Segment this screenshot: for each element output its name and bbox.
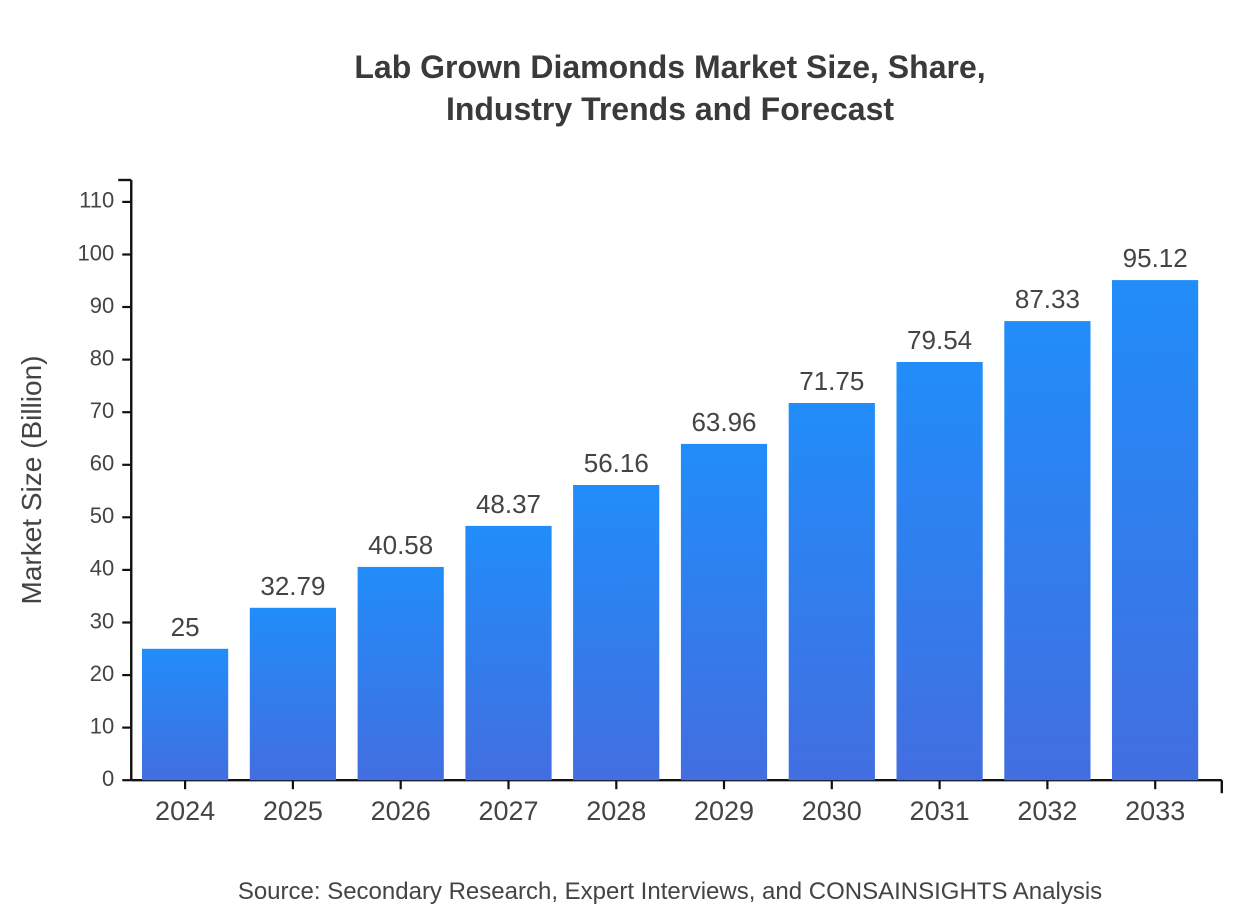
svg-text:2026: 2026 <box>371 796 431 826</box>
svg-text:56.16: 56.16 <box>584 448 649 478</box>
svg-text:2025: 2025 <box>263 796 323 826</box>
svg-text:2032: 2032 <box>1017 796 1077 826</box>
svg-text:48.37: 48.37 <box>476 489 541 519</box>
svg-text:20: 20 <box>90 661 114 686</box>
svg-text:0: 0 <box>102 766 114 791</box>
svg-text:25: 25 <box>171 612 200 642</box>
svg-text:30: 30 <box>90 608 114 633</box>
svg-text:2028: 2028 <box>586 796 646 826</box>
svg-text:2029: 2029 <box>694 796 754 826</box>
svg-text:70: 70 <box>90 398 114 423</box>
svg-text:2024: 2024 <box>155 796 215 826</box>
svg-text:2031: 2031 <box>910 796 970 826</box>
svg-text:50: 50 <box>90 503 114 528</box>
svg-text:95.12: 95.12 <box>1123 243 1188 273</box>
svg-text:71.75: 71.75 <box>799 366 864 396</box>
svg-text:80: 80 <box>90 345 114 370</box>
svg-text:110: 110 <box>79 188 114 213</box>
svg-text:2030: 2030 <box>802 796 862 826</box>
svg-text:2027: 2027 <box>478 796 538 826</box>
svg-text:79.54: 79.54 <box>907 325 972 355</box>
svg-text:60: 60 <box>90 451 114 476</box>
svg-text:40: 40 <box>90 556 114 581</box>
svg-text:2033: 2033 <box>1125 796 1185 826</box>
svg-text:40.58: 40.58 <box>368 530 433 560</box>
svg-text:63.96: 63.96 <box>691 407 756 437</box>
svg-text:100: 100 <box>78 240 115 265</box>
svg-text:10: 10 <box>90 713 114 738</box>
svg-text:32.79: 32.79 <box>260 571 325 601</box>
svg-text:90: 90 <box>90 293 114 318</box>
svg-text:87.33: 87.33 <box>1015 284 1080 314</box>
